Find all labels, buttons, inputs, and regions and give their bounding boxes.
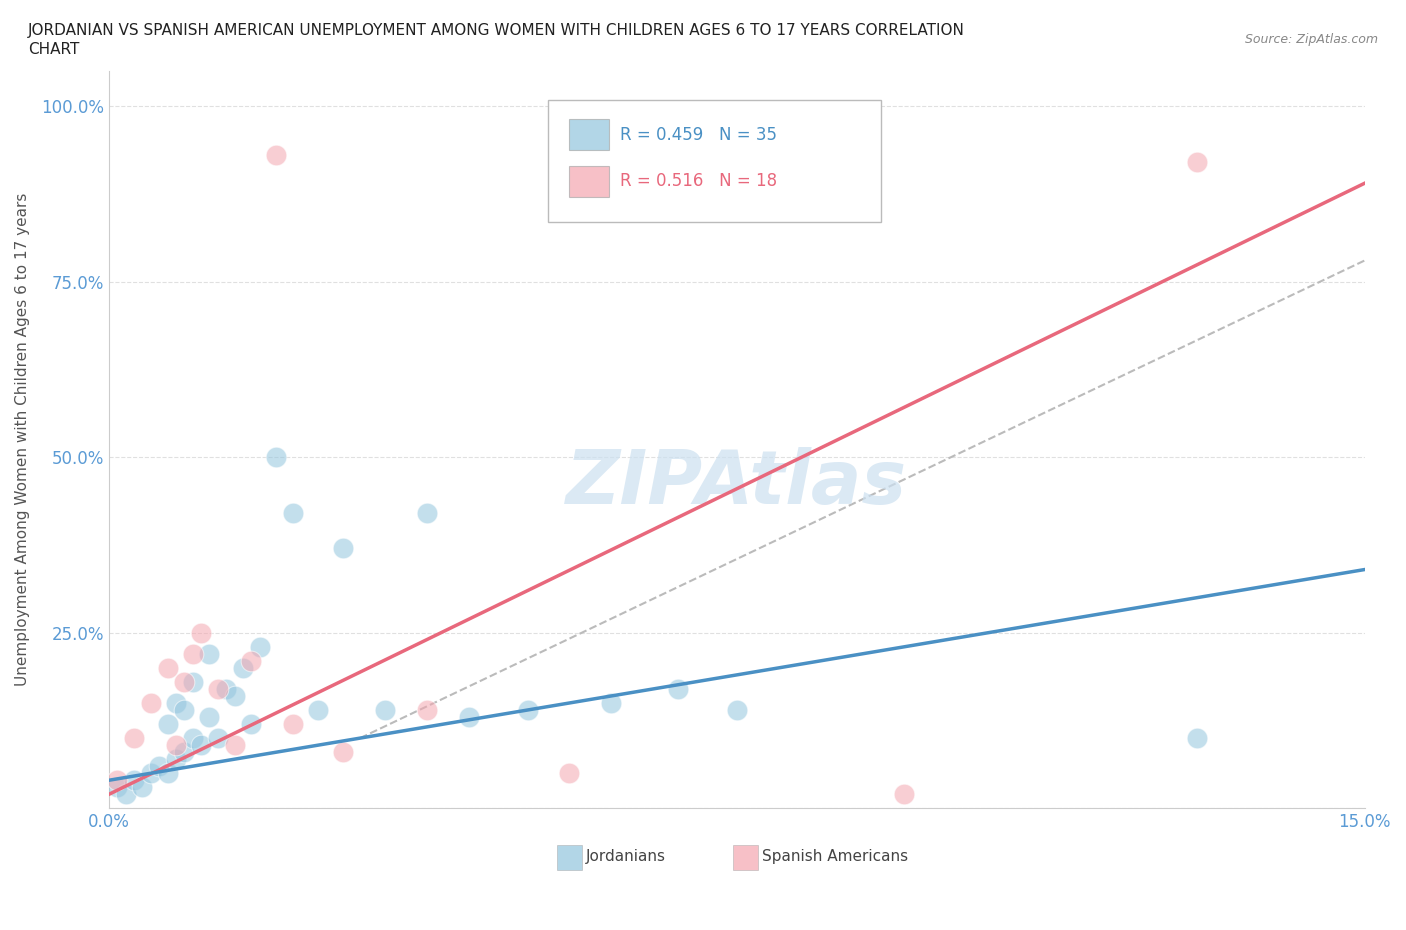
FancyBboxPatch shape [733,845,758,870]
Point [114,787,136,802]
Point [266,450,288,465]
Text: Source: ZipAtlas.com: Source: ZipAtlas.com [1244,33,1378,46]
Point [139,696,162,711]
Text: JORDANIAN VS SPANISH AMERICAN UNEMPLOYMENT AMONG WOMEN WITH CHILDREN AGES 6 TO 1: JORDANIAN VS SPANISH AMERICAN UNEMPLOYME… [28,23,965,38]
Text: R = 0.516   N = 18: R = 0.516 N = 18 [620,172,778,191]
Point [224,688,246,703]
Point [224,737,246,752]
Point [139,765,162,780]
Point [207,731,229,746]
Point [332,745,354,760]
Text: Jordanians: Jordanians [586,849,666,864]
Point [165,751,187,766]
Point [240,654,263,669]
Point [181,646,204,661]
Text: ZIPAtlas: ZIPAtlas [567,447,907,520]
Point [105,773,128,788]
Point [156,660,179,675]
Point [165,737,187,752]
Point [198,646,221,661]
Point [1187,154,1209,169]
Point [190,737,212,752]
Point [148,759,170,774]
Point [181,674,204,689]
FancyBboxPatch shape [548,100,882,222]
Text: CHART: CHART [28,42,80,57]
Point [600,696,623,711]
Point [190,625,212,640]
Point [173,702,195,717]
Point [122,731,145,746]
Point [283,506,305,521]
Point [307,702,329,717]
Point [666,682,689,697]
Text: Spanish Americans: Spanish Americans [762,849,908,864]
Point [1187,731,1209,746]
Point [215,682,238,697]
Point [725,702,748,717]
Text: R = 0.459   N = 35: R = 0.459 N = 35 [620,126,778,144]
Point [122,773,145,788]
Point [283,717,305,732]
Point [240,717,263,732]
Point [165,696,187,711]
Point [173,674,195,689]
Point [181,731,204,746]
Point [416,506,439,521]
Point [516,702,538,717]
Point [893,787,915,802]
Point [266,148,288,163]
Point [558,765,581,780]
Point [198,710,221,724]
Point [374,702,396,717]
Point [232,660,254,675]
Point [458,710,481,724]
Point [207,682,229,697]
Point [105,780,128,795]
Point [131,780,153,795]
Point [249,639,271,654]
Y-axis label: Unemployment Among Women with Children Ages 6 to 17 years: Unemployment Among Women with Children A… [15,193,30,686]
Point [173,745,195,760]
FancyBboxPatch shape [568,119,609,151]
Point [416,702,439,717]
Point [156,765,179,780]
FancyBboxPatch shape [557,845,582,870]
FancyBboxPatch shape [568,166,609,197]
Point [332,541,354,556]
Point [156,717,179,732]
